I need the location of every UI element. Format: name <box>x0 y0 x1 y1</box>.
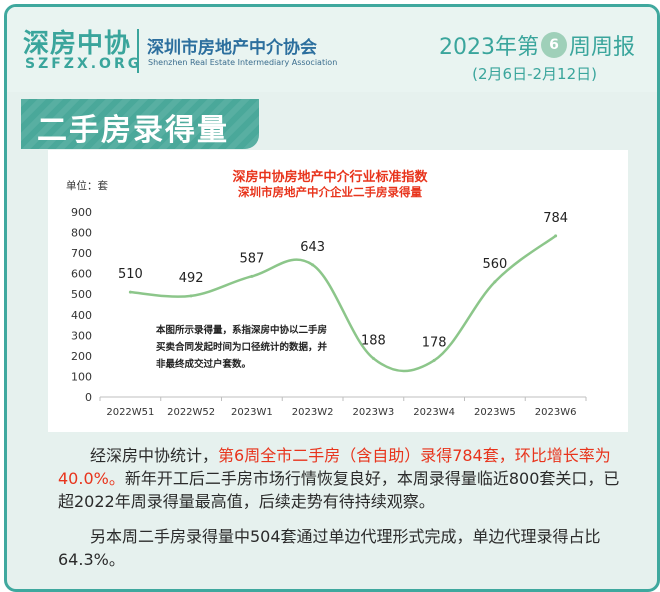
y-tick-label: 300 <box>71 329 92 342</box>
y-tick-label: 800 <box>71 227 92 240</box>
y-tick-label: 0 <box>85 391 92 404</box>
y-tick-label: 200 <box>71 350 92 363</box>
y-axis-unit-label: 单位：套 <box>66 180 108 192</box>
data-label: 492 <box>179 271 204 286</box>
x-tick-label: 2023W5 <box>474 407 516 418</box>
paragraph-1-highlight: 第6周全市二手房（含自助）录得784套，环比增长率为40.0%。 <box>58 446 611 488</box>
report-body: 经深房中协统计，第6周全市二手房（含自助）录得784套，环比增长率为40.0%。… <box>58 444 624 571</box>
x-tick-label: 2022W51 <box>106 407 154 418</box>
association-logo-text: 深房中协 <box>23 29 132 59</box>
x-tick-label: 2023W4 <box>413 407 455 418</box>
data-label: 643 <box>300 240 325 255</box>
week-number-badge: 6 <box>540 32 567 58</box>
data-label: 784 <box>543 211 568 226</box>
y-tick-label: 900 <box>71 206 92 219</box>
y-tick-label: 700 <box>71 247 92 260</box>
section-banner: 二手房录得量 <box>21 99 259 149</box>
association-name-en: Shenzhen Real Estate Intermediary Associ… <box>148 58 338 67</box>
data-point <box>432 358 436 362</box>
data-label: 510 <box>118 267 143 282</box>
paragraph-1-lead: 经深房中协统计， <box>90 446 219 465</box>
week-title-prefix: 2023年第 <box>438 35 539 60</box>
report-header: 深房中协 SZFZX.ORG 深圳市房地产中介协会 Shenzhen Real … <box>7 7 657 92</box>
paragraph-1-rest: 新年开工后二手房市场行情恢复良好，本周录得量临近800套关口，已超2022年周录… <box>58 469 620 511</box>
x-tick-label: 2023W2 <box>292 407 334 418</box>
data-point <box>371 356 375 360</box>
week-title-suffix: 周周报 <box>568 35 635 60</box>
y-tick-label: 600 <box>71 268 92 281</box>
association-logo-domain: SZFZX.ORG <box>25 56 143 72</box>
x-tick-label: 2023W6 <box>535 407 577 418</box>
banner-pattern <box>21 99 259 149</box>
y-tick-label: 100 <box>71 370 92 383</box>
chart-note: 本图所示录得量，系指深房中协以二手房买卖合同发起时间为口径统计的数据，并非最终成… <box>156 325 328 370</box>
date-range: (2月6日-2月12日) <box>472 65 597 83</box>
x-tick-label: 2023W3 <box>353 407 395 418</box>
series-line <box>130 234 557 373</box>
data-label: 178 <box>422 335 447 350</box>
x-tick-label: 2023W1 <box>231 407 273 418</box>
data-point <box>250 274 254 278</box>
data-label: 560 <box>482 257 507 272</box>
paragraph-1: 经深房中协统计，第6周全市二手房（含自助）录得784套，环比增长率为40.0%。… <box>58 444 624 513</box>
data-label: 587 <box>239 251 264 266</box>
chart-subtitle: 深圳市房地产中介企业二手房录得量 <box>238 185 422 199</box>
week-title: 2023年第 6 周周报 <box>439 29 635 61</box>
data-point <box>554 234 558 238</box>
association-name-cn: 深圳市房地产中介协会 <box>147 38 317 58</box>
data-point <box>493 280 497 284</box>
logo-divider <box>137 29 139 73</box>
data-point <box>128 290 132 294</box>
data-point <box>189 294 193 298</box>
data-point <box>311 263 315 267</box>
section-title: 二手房录得量 <box>37 113 229 148</box>
y-tick-label: 500 <box>71 288 92 301</box>
data-label: 188 <box>361 333 386 348</box>
y-tick-label: 400 <box>71 309 92 322</box>
paragraph-2: 另本周二手房录得量中504套通过单边代理形式完成，单边代理录得占比64.3%。 <box>58 527 601 569</box>
chart-card <box>48 150 628 432</box>
x-tick-label: 2022W52 <box>167 407 215 418</box>
chart-title: 深房中协房地产中介行业标准指数 <box>232 170 428 185</box>
